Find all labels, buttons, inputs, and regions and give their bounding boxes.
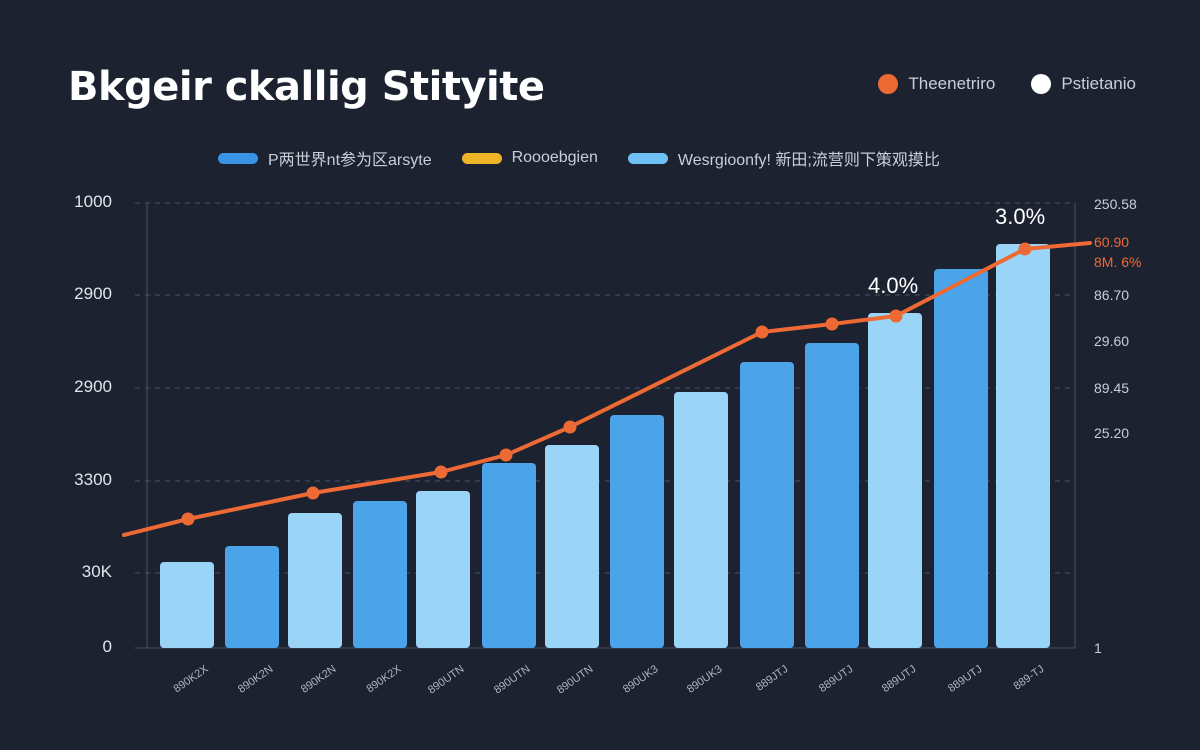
- legend-item-series-3[interactable]: Wesrgioonfy! 新田;流营则下策观摸比: [627, 146, 940, 170]
- y-right-tick-label: 1: [1094, 640, 1102, 656]
- legend-item-white[interactable]: Pstietanio: [1031, 74, 1136, 94]
- legend-label: Roooebgien: [511, 149, 598, 166]
- y-left-tick-label: 1000: [74, 192, 112, 211]
- line-point-marker[interactable]: [825, 317, 839, 331]
- legend-label: Theenetriro: [908, 74, 996, 93]
- bar[interactable]: [934, 269, 988, 648]
- bar[interactable]: [288, 513, 342, 648]
- y-right-tick-label: 25.20: [1094, 425, 1130, 441]
- top-legend: Theenetriro Pstietanio: [878, 74, 1136, 94]
- bar[interactable]: [482, 463, 536, 648]
- legend-item-series-2[interactable]: Roooebgien: [461, 149, 598, 167]
- y-right-tick-label: 250.58: [1094, 196, 1137, 212]
- bar[interactable]: [740, 362, 794, 648]
- bar[interactable]: [610, 415, 664, 648]
- line-point-marker[interactable]: [181, 512, 195, 526]
- bar[interactable]: [805, 343, 859, 648]
- data-annotation: 4.0%: [868, 273, 919, 298]
- chart-title: Bkgeir ckallig Stityite: [68, 64, 545, 110]
- axes-lines: [135, 203, 1076, 649]
- data-annotation: 3.0%: [995, 204, 1046, 229]
- trend-line: [122, 241, 1092, 537]
- bar[interactable]: [225, 546, 279, 648]
- y-left-tick-label: 30K: [81, 562, 112, 581]
- blue-swatch-icon: [218, 152, 258, 164]
- y-right-tick-label: 86.70: [1094, 287, 1130, 303]
- y-right-tick-label: 29.60: [1094, 333, 1130, 349]
- y-right-tick-label: 8M. 6%: [1094, 254, 1142, 270]
- y-right-tick-label: 89.45: [1094, 380, 1130, 396]
- bar[interactable]: [868, 313, 922, 648]
- line-point-marker[interactable]: [499, 448, 513, 462]
- series-legend: P两世界nt参为区arsyte Roooebgien Wesrgioonfy! …: [218, 146, 940, 170]
- bar[interactable]: [353, 501, 407, 648]
- bar[interactable]: [674, 392, 728, 648]
- y-left-tick-label: 3300: [74, 470, 112, 489]
- y-right-tick-label: 60.90: [1094, 234, 1130, 250]
- y-left-tick-label: 0: [102, 637, 112, 656]
- bar[interactable]: [545, 445, 599, 648]
- orange-dot-icon: [878, 74, 899, 94]
- bars: [160, 244, 1050, 648]
- line-point-marker[interactable]: [434, 465, 448, 479]
- legend-item-series-1[interactable]: P两世界nt参为区arsyte: [218, 146, 432, 170]
- bar[interactable]: [160, 562, 214, 648]
- bar[interactable]: [416, 491, 470, 648]
- y-left-tick-label: 2900: [74, 377, 112, 396]
- line-point-marker[interactable]: [306, 486, 320, 500]
- line-point-marker[interactable]: [563, 420, 577, 434]
- legend-label: Wesrgioonfy! 新田;流营则下策观摸比: [677, 152, 940, 169]
- bar[interactable]: [996, 244, 1050, 648]
- legend-label: Pstietanio: [1061, 74, 1136, 93]
- light-blue-swatch-icon: [627, 152, 668, 164]
- y-left-tick-label: 2900: [74, 284, 112, 303]
- legend-label: P两世界nt参为区arsyte: [268, 152, 432, 169]
- line-point-marker[interactable]: [889, 309, 903, 323]
- yellow-swatch-icon: [461, 152, 502, 164]
- legend-item-line[interactable]: Theenetriro: [878, 74, 995, 94]
- line-point-marker[interactable]: [1018, 242, 1032, 256]
- white-dot-icon: [1031, 74, 1052, 94]
- line-point-marker[interactable]: [755, 325, 769, 339]
